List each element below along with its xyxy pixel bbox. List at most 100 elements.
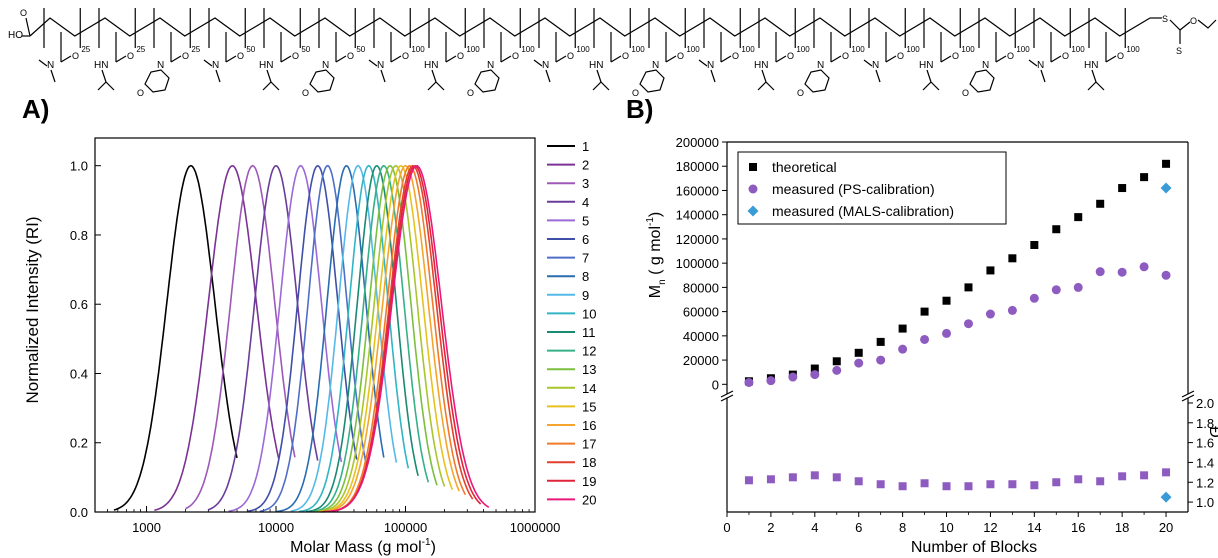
isopropyl-bond — [592, 81, 602, 91]
point-series1 — [1073, 282, 1083, 292]
raft-s2-label: S — [1176, 46, 1182, 56]
axis-break-mark — [1181, 390, 1195, 398]
carbonyl-bond — [335, 55, 347, 63]
axis-break-mark — [720, 390, 734, 398]
point-series0 — [942, 296, 951, 305]
repeat-subscript: 25 — [136, 45, 145, 54]
curve-15 — [320, 164, 454, 513]
legend-label-14: 14 — [582, 381, 596, 396]
upper-y-tick-label: 0 — [712, 377, 719, 392]
carbonyl-o-label: O — [567, 51, 574, 61]
x-tick-label: 10 — [939, 520, 953, 535]
amide-nh-label: HN — [94, 60, 108, 71]
panel-b-chart: B) Mn ( g mol-1) Đ Number of Blocks 0 2 4 6… — [626, 94, 1218, 556]
legend-label-13: 13 — [582, 362, 596, 377]
carbonyl-o-label: O — [622, 51, 629, 61]
point-series1 — [1029, 293, 1039, 303]
x-tick-label: 4 — [811, 520, 818, 535]
point-series3 — [986, 480, 995, 489]
carbonyl-bond — [720, 55, 732, 63]
point-series0 — [920, 307, 929, 316]
curve-4 — [208, 165, 319, 511]
panel-a-curves — [113, 164, 490, 513]
carbonyl-bond — [1050, 55, 1062, 63]
point-series3 — [876, 480, 885, 489]
isopropyl-bond — [270, 81, 280, 91]
panel-b-frame — [720, 141, 1195, 513]
legend-label-11: 11 — [582, 325, 596, 340]
point-series1 — [942, 328, 952, 338]
legend-label-2: measured (MALS-calibration) — [772, 203, 954, 219]
amide-nh-label: HN — [424, 60, 438, 71]
carbonyl-o-label: O — [842, 51, 849, 61]
legend-label-9: 9 — [582, 288, 589, 303]
morpholine-ring — [804, 69, 830, 93]
carbonyl-bond — [940, 55, 952, 63]
isopropyl-bond — [596, 69, 602, 83]
panel-b-xlabel: Number of Blocks — [911, 539, 1037, 556]
panel-a-ticks: 1000 10000 100000 1000000 0.0 0.2 0.4 0.6 0.8 1.0 — [70, 159, 560, 535]
morpholine-ring — [474, 69, 500, 93]
point-series1 — [788, 372, 798, 382]
repeat-subscript: 25 — [191, 45, 200, 54]
point-series1 — [810, 370, 820, 380]
repeat-subscript: 100 — [411, 45, 425, 54]
methyl-bond — [1040, 69, 1046, 83]
legend-marker-2 — [747, 205, 759, 217]
panel-b-points — [744, 159, 1172, 503]
repeat-subscript: 50 — [356, 45, 365, 54]
point-series3 — [1030, 481, 1039, 490]
amide-nh-label: HN — [259, 60, 273, 71]
legend-label-6: 6 — [582, 232, 589, 247]
point-series0 — [810, 364, 819, 373]
repeat-subscript: 100 — [466, 45, 480, 54]
carbonyl-o-label: O — [347, 51, 354, 61]
amide-n-label: N — [982, 60, 989, 71]
isopropyl-bond — [266, 69, 272, 83]
x-tick-label: 8 — [899, 520, 906, 535]
carbonyl-o-label: O — [1007, 51, 1014, 61]
point-series3 — [854, 477, 863, 486]
panel-b-ylabel-right: Đ — [1206, 426, 1218, 438]
x-tick-label: 18 — [1115, 520, 1129, 535]
isopropyl-bond — [1095, 81, 1105, 91]
point-series0 — [854, 348, 863, 357]
curve-9 — [290, 164, 398, 512]
y-tick-label: 1.0 — [70, 159, 88, 174]
isopropyl-bond — [1087, 81, 1097, 91]
point-series3 — [942, 482, 951, 491]
end-group-label: HO — [8, 30, 23, 41]
morpholine-ring — [969, 69, 995, 93]
amide-nh-label: HN — [589, 60, 603, 71]
y-tick-label: 0.8 — [70, 228, 88, 243]
legend-label-10: 10 — [582, 306, 596, 321]
upper-y-tick-label: 120000 — [676, 232, 719, 247]
isopropyl-bond — [431, 69, 437, 83]
axis-break-mark — [720, 394, 734, 402]
carbonyl-o-label: O — [512, 51, 519, 61]
carbonyl-o-label: O — [182, 51, 189, 61]
legend-label-7: 7 — [582, 251, 589, 266]
point-series3 — [898, 482, 907, 491]
backbone — [29, 17, 1151, 37]
methyl-bond — [710, 69, 716, 83]
curve-2 — [154, 164, 280, 512]
carbonyl-bond — [500, 55, 512, 63]
morpholine-o-label: O — [632, 88, 639, 98]
morpholine-o-label: O — [467, 88, 474, 98]
panel-b-label: B) — [626, 94, 653, 124]
carbonyl-o-label: O — [952, 51, 959, 61]
legend-label-17: 17 — [582, 437, 596, 452]
point-series1 — [920, 334, 930, 344]
isopropyl-bond — [262, 81, 272, 91]
legend-label-8: 8 — [582, 269, 589, 284]
carbonyl-o-label: O — [677, 51, 684, 61]
point-series1 — [1051, 285, 1061, 295]
x-tick-label: 1000 — [132, 520, 161, 535]
point-series3 — [1096, 477, 1105, 486]
upper-y-tick-label: 160000 — [676, 183, 719, 198]
carbonyl-bond — [665, 55, 677, 63]
repeat-subscript: 100 — [631, 45, 645, 54]
carbonyl-o-label: O — [1117, 51, 1124, 61]
